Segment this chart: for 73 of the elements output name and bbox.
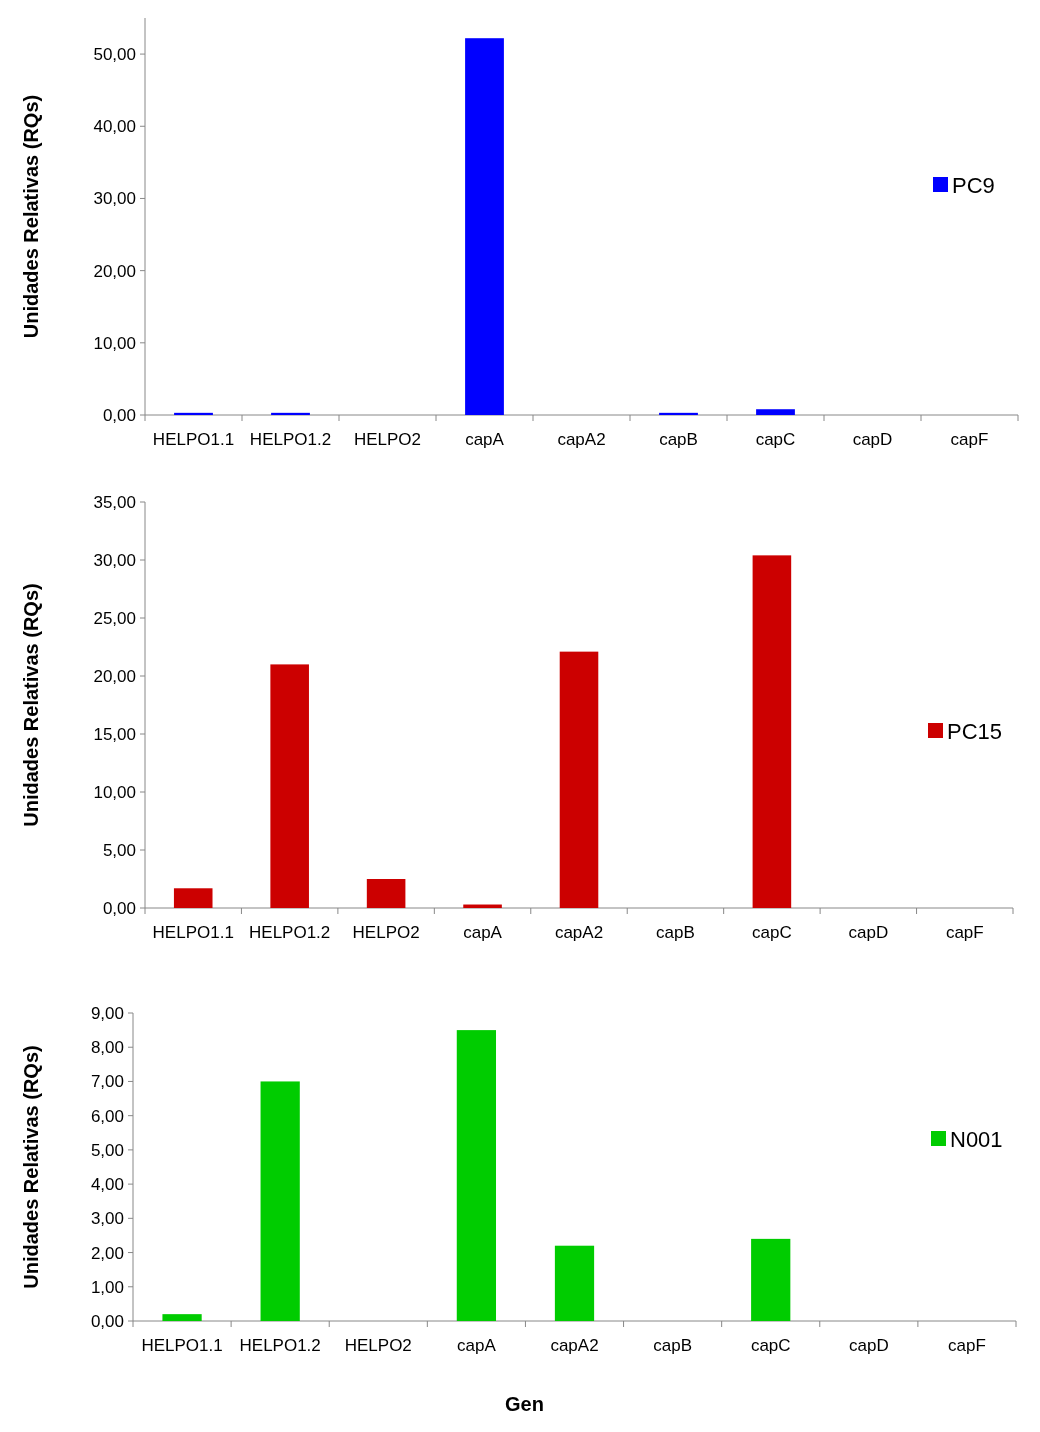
x-tick-label: capF [950, 430, 989, 449]
y-tick-label: 4,00 [90, 1175, 124, 1195]
x-tick-label: HELPO2 [352, 923, 420, 942]
y-tick-label: 0,00 [102, 405, 136, 425]
y-tick-label: 9,00 [90, 1003, 124, 1023]
x-tick-label: capA2 [550, 1336, 599, 1355]
x-tick-label: capD [848, 1336, 889, 1355]
y-tick-label: 6,00 [90, 1106, 124, 1126]
x-tick-label: HELPO1.2 [239, 1336, 321, 1355]
bar [260, 1081, 300, 1321]
y-tick-label: 30,00 [93, 550, 136, 570]
bar [162, 1314, 202, 1321]
x-tick-label: capC [752, 923, 792, 942]
bar [752, 555, 792, 908]
y-axis-title: Unidades Relativas (RQs) [20, 583, 42, 827]
y-tick-label: 15,00 [93, 724, 136, 744]
y-tick-label: 7,00 [90, 1072, 124, 1092]
y-tick-label: 10,00 [93, 782, 136, 802]
x-tick-label: capA2 [557, 430, 606, 449]
x-tick-label: capB [659, 430, 698, 449]
x-tick-label: capA [465, 430, 505, 449]
x-tick-label: capF [945, 923, 984, 942]
y-tick-label: 20,00 [93, 261, 136, 281]
y-tick-label: 5,00 [102, 840, 136, 860]
bar [659, 412, 698, 415]
y-tick-label: 0,00 [90, 1311, 124, 1331]
legend-label: PC15 [947, 718, 1003, 744]
x-tick-label: capC [750, 1336, 791, 1355]
y-tick-label: 20,00 [93, 666, 136, 686]
y-tick-label: 2,00 [90, 1243, 124, 1263]
x-tick-label: HELPO2 [344, 1336, 412, 1355]
bar [554, 1245, 595, 1321]
x-tick-label: HELPO1.2 [249, 430, 332, 449]
x-tick-label: capD [852, 430, 893, 449]
bar [174, 412, 213, 415]
y-tick-label: 40,00 [93, 117, 136, 137]
x-tick-label: capC [755, 430, 796, 449]
bar [173, 888, 213, 908]
y-tick-label: 1,00 [90, 1277, 124, 1297]
y-tick-label: 5,00 [90, 1140, 124, 1160]
y-axis-title: Unidades Relativas (RQs) [20, 94, 42, 339]
x-tick-label: capB [653, 1336, 692, 1355]
bar [465, 38, 504, 415]
y-tick-label: 8,00 [90, 1038, 124, 1058]
bar [559, 651, 599, 908]
x-tick-label: HELPO1.1 [152, 430, 235, 449]
x-tick-label: capA [457, 1336, 497, 1355]
y-tick-label: 10,00 [93, 333, 136, 353]
x-tick-label: HELPO1.1 [152, 923, 234, 942]
y-axis-title: Unidades Relativas (RQs) [20, 1045, 42, 1289]
y-tick-label: 25,00 [93, 608, 136, 628]
bar [751, 1238, 791, 1321]
x-tick-label: HELPO2 [353, 430, 422, 449]
bar [270, 664, 309, 908]
y-tick-label: 3,00 [90, 1209, 124, 1229]
bar [456, 1030, 497, 1321]
bar [756, 409, 795, 415]
x-tick-label: HELPO1.2 [249, 923, 331, 942]
x-tick-label: capF [948, 1336, 986, 1355]
y-tick-label: 50,00 [93, 45, 136, 65]
x-tick-label: capA [463, 923, 503, 942]
y-tick-label: 30,00 [93, 189, 136, 209]
x-tick-label: capB [656, 923, 695, 942]
y-tick-label: 35,00 [93, 492, 136, 512]
legend-label: N001 [950, 1126, 1003, 1152]
y-tick-label: 0,00 [102, 898, 136, 918]
legend-label: PC9 [952, 172, 995, 198]
x-axis-title: Gen [505, 1393, 544, 1415]
bar [271, 412, 310, 415]
x-tick-label: HELPO1.1 [141, 1336, 223, 1355]
bar [366, 879, 406, 908]
x-tick-label: capA2 [554, 923, 604, 942]
x-tick-label: capD [848, 923, 889, 942]
